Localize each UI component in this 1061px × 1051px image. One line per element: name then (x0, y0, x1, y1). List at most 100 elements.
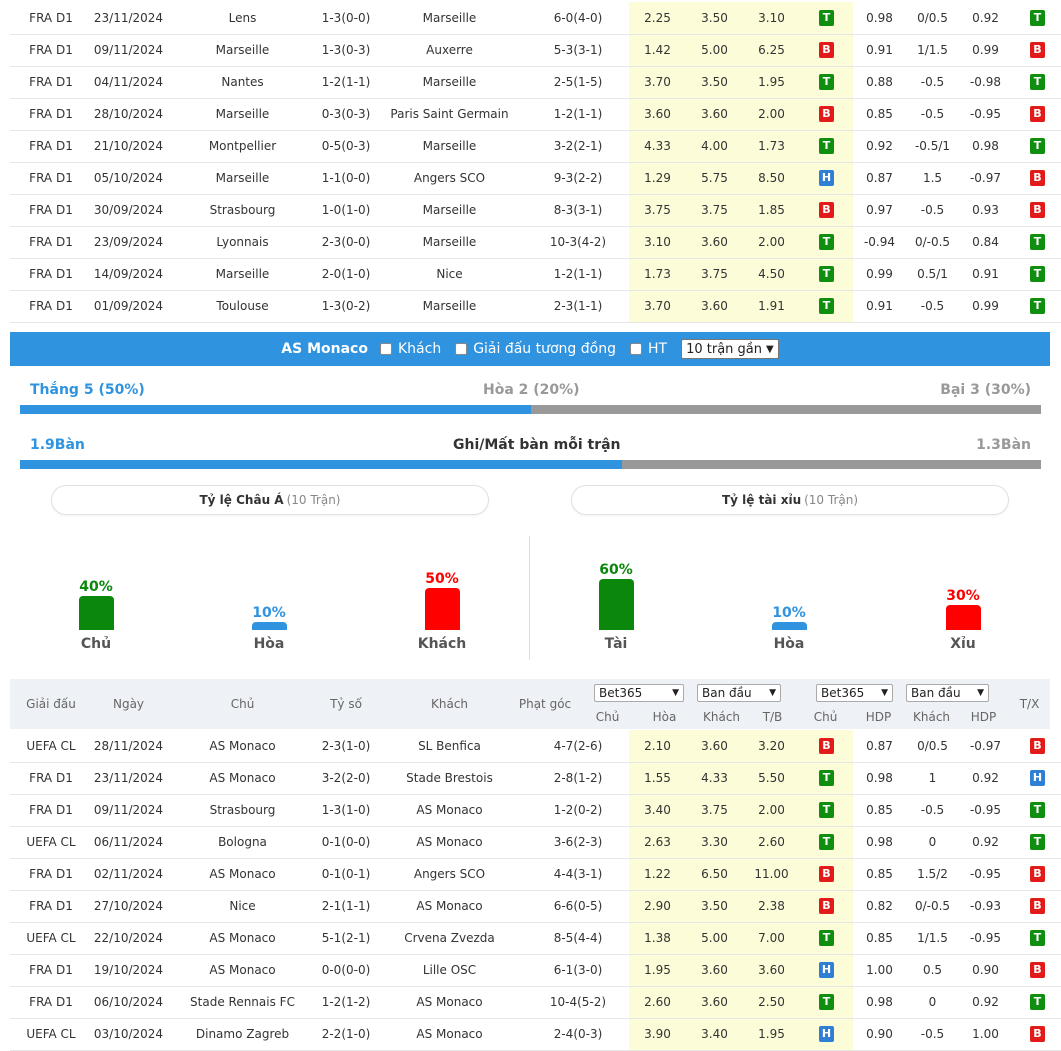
away-team[interactable]: Angers SCO (372, 162, 527, 195)
match-row: FRA D1 06/10/2024 Stade Rennais FC 1-2(1-2)… (10, 986, 1061, 1019)
score-cell[interactable]: 0-1(0-0) (320, 826, 372, 859)
away-handicap-odds: -0.95 (959, 858, 1012, 891)
home-team[interactable]: AS Monaco (165, 954, 320, 987)
ht-filter[interactable]: HT (629, 341, 667, 357)
home-team[interactable]: Strasbourg (165, 194, 320, 227)
away-team[interactable]: Marseille (372, 194, 527, 227)
away-team[interactable]: Marseille (372, 66, 527, 99)
same-league-filter[interactable]: Giải đấu tương đồng (455, 341, 616, 357)
home-team[interactable]: AS Monaco (165, 762, 320, 795)
home-handicap-odds: 0.91 (853, 290, 906, 323)
home-team[interactable]: Stade Rennais FC (165, 986, 320, 1019)
score-cell[interactable]: 2-2(1-0) (320, 1018, 372, 1051)
home-handicap-odds: 1.00 (853, 954, 906, 987)
bookmaker-select-2-value: Bet365 (821, 686, 865, 700)
score-cell[interactable]: 0-3(0-3) (320, 98, 372, 131)
match-row: FRA D1 09/11/2024 Marseille 1-3(0-3) Auxerre… (10, 34, 1061, 67)
home-team[interactable]: Marseille (165, 34, 320, 67)
score-cell[interactable]: 1-2(1-1) (320, 66, 372, 99)
home-team[interactable]: Toulouse (165, 290, 320, 323)
home-team[interactable]: AS Monaco (165, 922, 320, 955)
away-team[interactable]: Angers SCO (372, 858, 527, 891)
score-cell[interactable]: 2-3(1-0) (320, 730, 372, 763)
away-team[interactable]: Crvena Zvezda (372, 922, 527, 955)
away-team[interactable]: AS Monaco (372, 1018, 527, 1051)
score-cell[interactable]: 0-1(0-1) (320, 858, 372, 891)
away-odds: 5.50 (743, 762, 800, 795)
home-team[interactable]: AS Monaco (165, 858, 320, 891)
home-team[interactable]: Montpellier (165, 130, 320, 163)
bar-percent: 10% (772, 604, 806, 621)
away-team[interactable]: AS Monaco (372, 890, 527, 923)
score-cell[interactable]: 1-0(1-0) (320, 194, 372, 227)
home-team[interactable]: Marseille (165, 98, 320, 131)
away-team[interactable]: AS Monaco (372, 826, 527, 859)
asian-handicap-tab[interactable]: Tỷ lệ Châu Á (10 Trận) (51, 485, 489, 515)
home-team[interactable]: Bologna (165, 826, 320, 859)
win-loss-badge: T (819, 74, 834, 90)
asian-handicap-count: (10 Trận) (286, 493, 341, 507)
home-team[interactable]: Lyonnais (165, 226, 320, 259)
odds-type-select-1[interactable]: Ban đầu ▼ (697, 684, 781, 702)
score-cell[interactable]: 1-1(0-0) (320, 162, 372, 195)
score-cell[interactable]: 0-5(0-3) (320, 130, 372, 163)
win-loss-cell: B (800, 730, 853, 763)
score-cell[interactable]: 1-2(1-2) (320, 986, 372, 1019)
draw-odds: 3.50 (686, 66, 743, 99)
home-team[interactable]: Lens (165, 2, 320, 35)
home-team[interactable]: Marseille (165, 162, 320, 195)
score-cell[interactable]: 2-1(1-1) (320, 890, 372, 923)
handicap-result-cell: T (1012, 826, 1061, 859)
home-odds: 2.90 (629, 890, 686, 923)
date-cell: 23/09/2024 (92, 226, 165, 259)
away-team[interactable]: Auxerre (372, 34, 527, 67)
away-team[interactable]: AS Monaco (372, 986, 527, 1019)
away-team[interactable]: Marseille (372, 226, 527, 259)
bookmaker-select-1[interactable]: Bet365 ▼ (594, 684, 684, 702)
score-cell[interactable]: 1-3(0-2) (320, 290, 372, 323)
odds-type-select-2[interactable]: Ban đầu ▼ (906, 684, 989, 702)
bookmaker-select-2[interactable]: Bet365 ▼ (816, 684, 893, 702)
away-checkbox[interactable] (379, 343, 392, 355)
away-team[interactable]: Paris Saint Germain (372, 98, 527, 131)
score-cell[interactable]: 2-0(1-0) (320, 258, 372, 291)
away-team[interactable]: Marseille (372, 2, 527, 35)
away-team[interactable]: SL Benfica (372, 730, 527, 763)
win-loss-badge: T (819, 9, 834, 26)
score-cell[interactable]: 5-1(2-1) (320, 922, 372, 955)
away-team[interactable]: Stade Brestois (372, 762, 527, 795)
handicap-result-cell: T (1012, 922, 1061, 955)
score-cell[interactable]: 1-3(1-0) (320, 794, 372, 827)
away-team[interactable]: Lille OSC (372, 954, 527, 987)
over-under-tab[interactable]: Tỷ lệ tài xỉu (10 Trận) (571, 485, 1009, 515)
handicap-result-badge: T (1030, 930, 1045, 946)
same-league-checkbox[interactable] (455, 343, 468, 355)
draw-odds: 3.75 (686, 194, 743, 227)
away-team[interactable]: Nice (372, 258, 527, 291)
away-team[interactable]: Marseille (372, 130, 527, 163)
score-cell[interactable]: 1-3(0-0) (320, 2, 372, 35)
bar-label: Khách (417, 636, 467, 652)
home-team[interactable]: Dinamo Zagreb (165, 1018, 320, 1051)
score-cell[interactable]: 3-2(2-0) (320, 762, 372, 795)
home-team[interactable]: Nice (165, 890, 320, 923)
goals-against: 1.3Bàn (976, 437, 1031, 453)
handicap-result-badge: T (1030, 298, 1045, 314)
asian-bar-2: 50% Khách (407, 571, 477, 653)
asian-bar-0: 40% Chủ (61, 579, 131, 652)
away-team[interactable]: AS Monaco (372, 794, 527, 827)
match-row: FRA D1 01/09/2024 Toulouse 1-3(0-2) Marseill… (10, 290, 1061, 323)
away-handicap-odds: 0.98 (959, 130, 1012, 163)
home-team[interactable]: Nantes (165, 66, 320, 99)
away-team[interactable]: Marseille (372, 290, 527, 323)
home-team[interactable]: AS Monaco (165, 730, 320, 763)
ht-checkbox[interactable] (629, 343, 642, 355)
home-team[interactable]: Marseille (165, 258, 320, 291)
score-cell[interactable]: 2-3(0-0) (320, 226, 372, 259)
corners-cell: 3-2(2-1) (527, 130, 629, 163)
match-count-select[interactable]: 10 trận gần ▼ (681, 339, 779, 359)
away-filter[interactable]: Khách (379, 341, 441, 357)
score-cell[interactable]: 0-0(0-0) (320, 954, 372, 987)
home-team[interactable]: Strasbourg (165, 794, 320, 827)
score-cell[interactable]: 1-3(0-3) (320, 34, 372, 67)
